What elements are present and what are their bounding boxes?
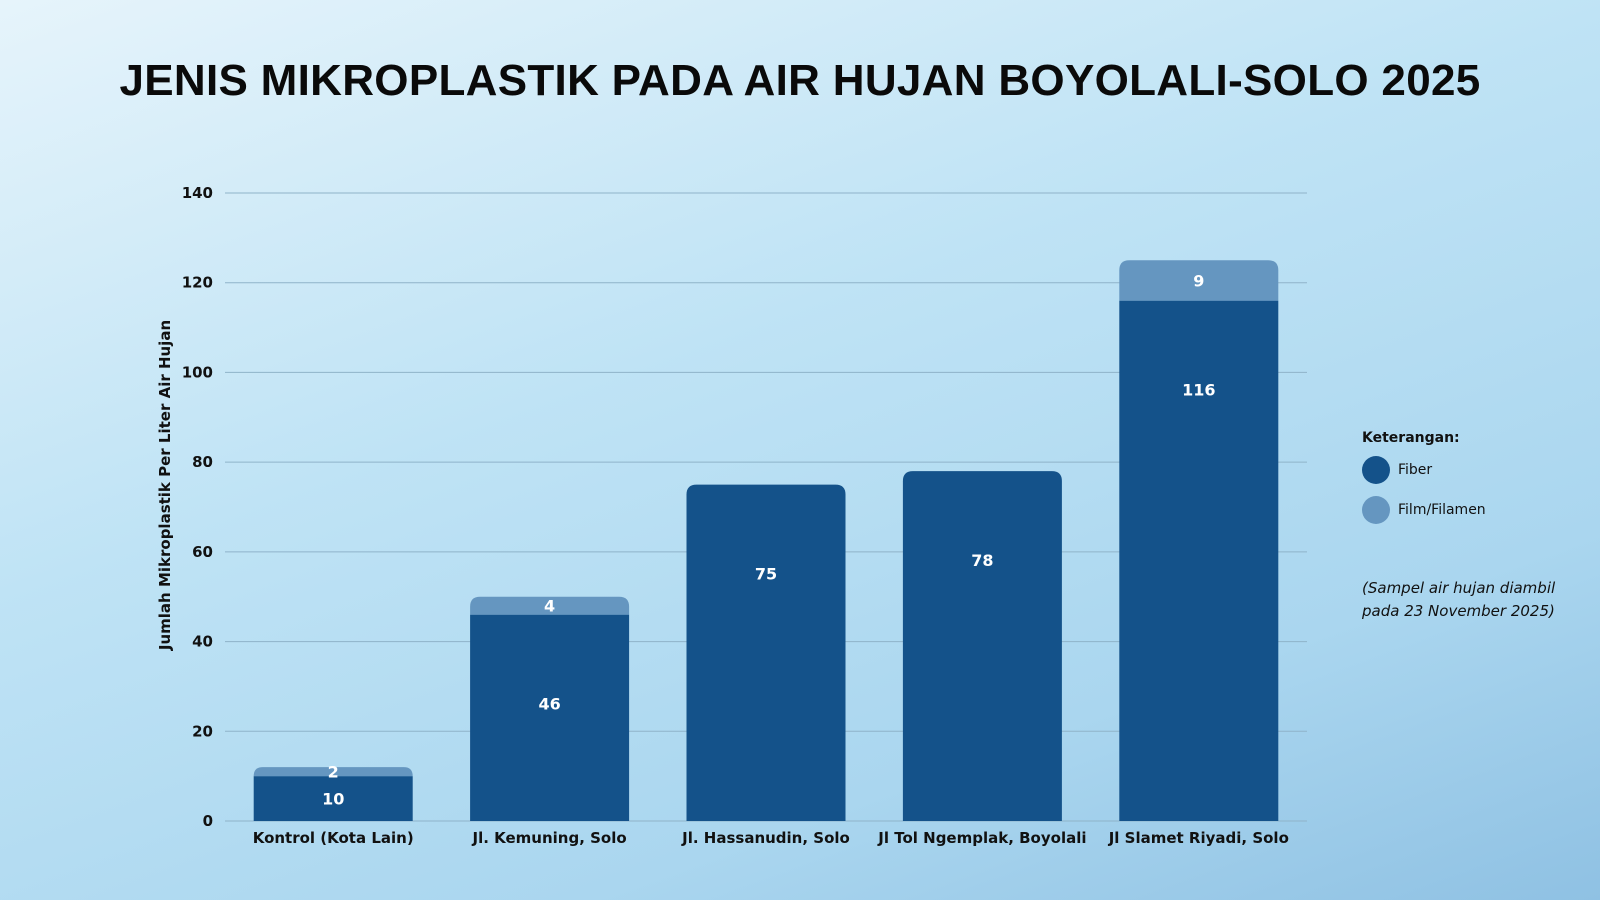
y-tick-label: 20: [192, 722, 213, 740]
y-tick-label: 80: [192, 453, 213, 471]
data-label: 9: [1193, 271, 1204, 290]
x-tick-label: Jl Tol Ngemplak, Boyolali: [877, 829, 1086, 847]
legend-title: Keterangan:: [1362, 430, 1460, 446]
y-tick-label: 100: [182, 363, 213, 381]
bar-segment-fiber: [470, 614, 630, 821]
legend-label-fiber: Fiber: [1398, 462, 1433, 478]
x-tick-label: Jl. Kemuning, Solo: [471, 829, 626, 847]
data-label: 78: [971, 551, 993, 570]
bar-segment-film-filamen: [1119, 260, 1279, 301]
data-label: 46: [538, 695, 560, 714]
bar-segment-fiber: [902, 471, 1062, 821]
data-label: 116: [1182, 381, 1215, 400]
data-label: 4: [544, 597, 555, 616]
data-label: 75: [755, 565, 777, 584]
y-axis-label: Jumlah Mikroplastik Per Liter Air Hujan: [156, 320, 174, 651]
bars: 10 2 46 4 75 78 116 9: [253, 260, 1279, 822]
bar-segment-fiber: [253, 776, 413, 821]
x-axis-ticks: Kontrol (Kota Lain) Jl. Kemuning, Solo Jl.…: [253, 829, 1289, 847]
y-tick-label: 40: [192, 633, 213, 651]
bar-segment-film-filamen: [253, 767, 413, 777]
legend-swatch-fiber: [1362, 456, 1390, 484]
x-tick-label: Jl. Hassanudin, Solo: [681, 829, 850, 847]
bar-segment-fiber: [1119, 300, 1279, 822]
y-tick-label: 120: [182, 274, 213, 292]
bar-segment-film-filamen: [470, 596, 630, 615]
x-tick-label: Kontrol (Kota Lain): [253, 829, 414, 847]
y-tick-label: 0: [203, 812, 213, 830]
bar-segment-fiber: [686, 484, 846, 821]
chart-title: JENIS MIKROPLASTIK PADA AIR HUJAN BOYOLA…: [119, 56, 1481, 105]
sampling-note: (Sampel air hujan diambil pada 23 Novemb…: [1362, 579, 1556, 620]
y-tick-label: 60: [192, 543, 213, 561]
legend-label-film: Film/Filamen: [1398, 502, 1486, 518]
y-tick-label: 140: [182, 184, 213, 202]
legend-swatch-film: [1362, 496, 1390, 524]
data-label: 10: [322, 790, 344, 809]
y-axis-ticks: 0 20 40 60 80 100 120 140: [182, 184, 213, 830]
x-tick-label: Jl Slamet Riyadi, Solo: [1108, 829, 1289, 847]
legend-item-film: Film/Filamen: [1362, 496, 1592, 524]
data-label: 2: [328, 763, 339, 782]
legend: Keterangan: Fiber Film/Filamen: [1362, 430, 1592, 536]
legend-item-fiber: Fiber: [1362, 456, 1592, 484]
